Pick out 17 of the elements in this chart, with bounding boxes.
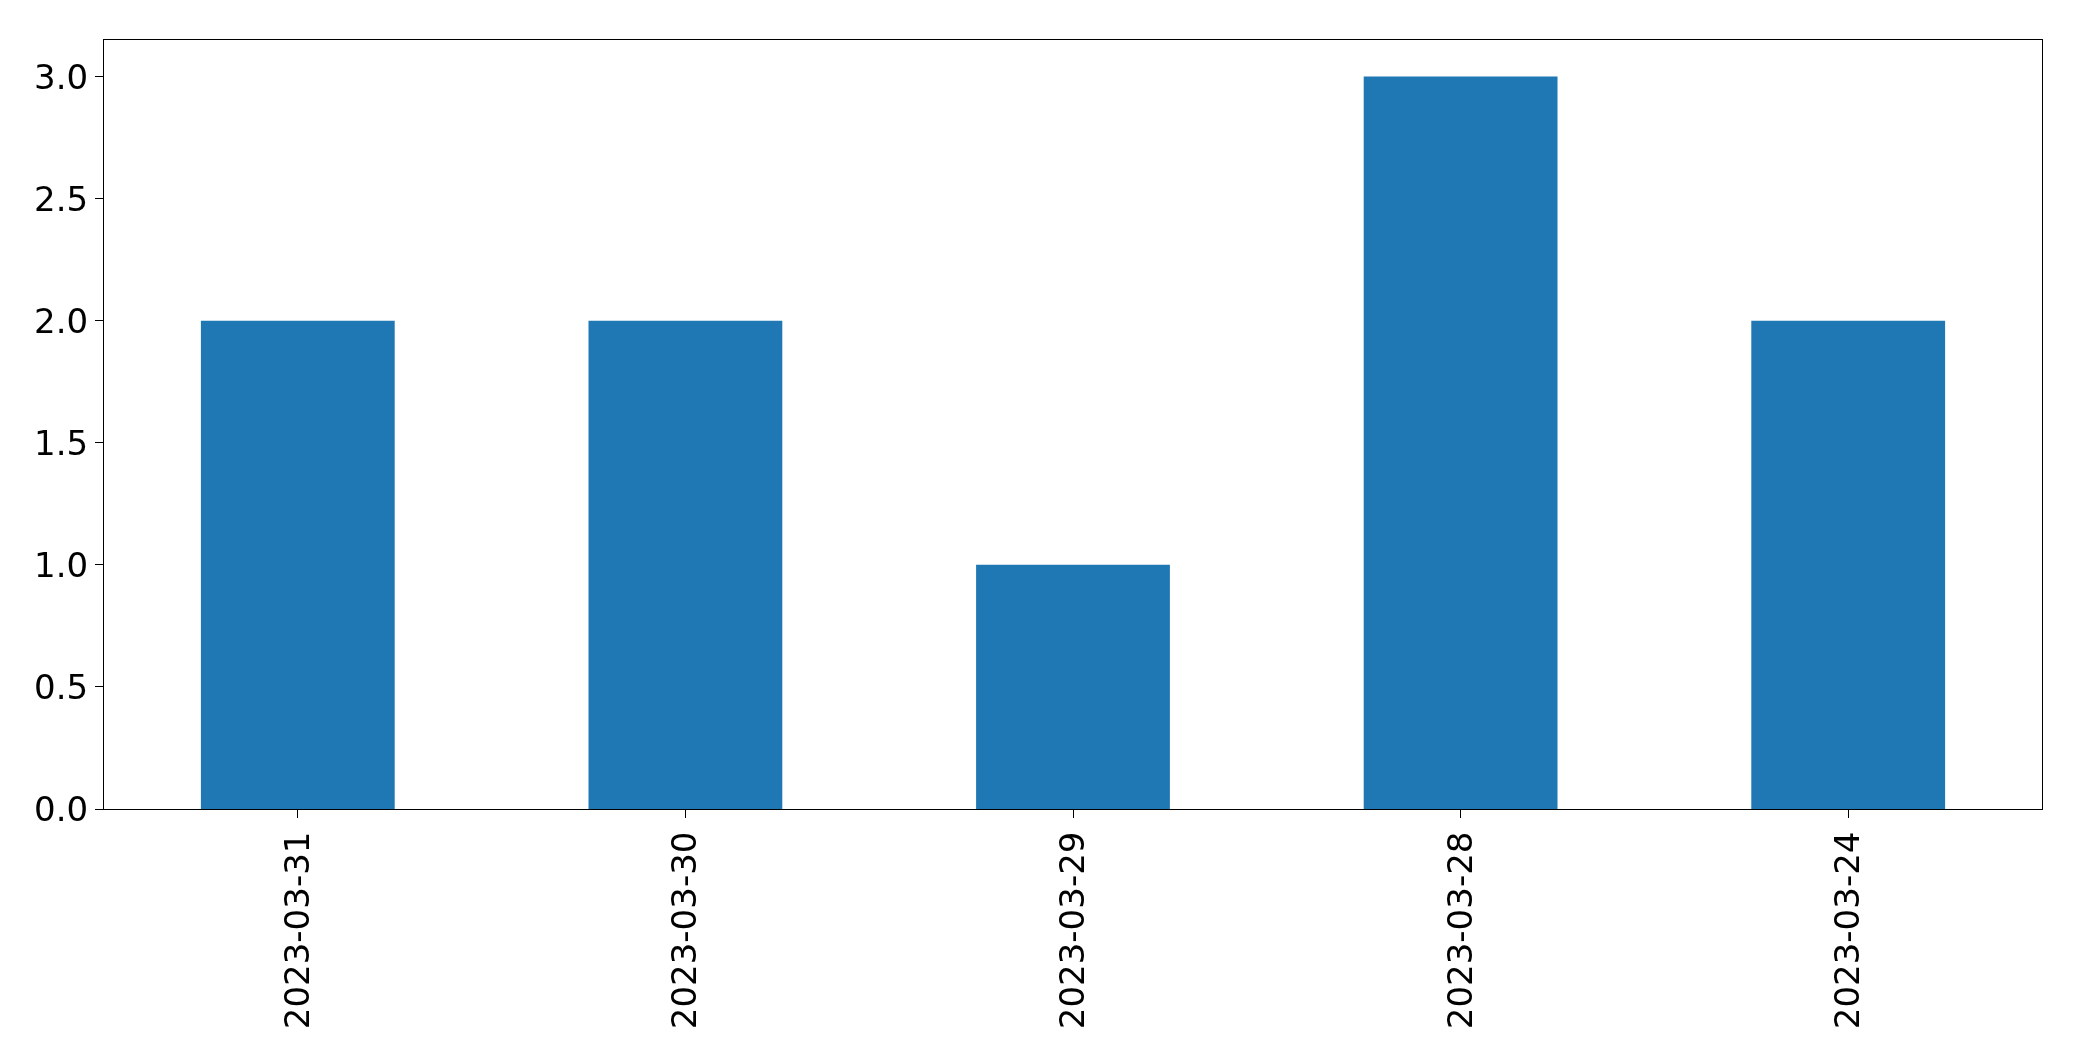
bar <box>200 320 395 809</box>
y-tick-label: 3.0 <box>34 56 89 97</box>
x-tick-label: 2023-03-28 <box>1439 831 1480 1030</box>
x-tick-label: 2023-03-24 <box>1827 831 1868 1030</box>
bar <box>976 564 1170 809</box>
y-tick-label: 2.5 <box>34 178 89 219</box>
y-tick-label: 1.5 <box>34 422 89 463</box>
y-tick-label: 0.5 <box>34 666 89 707</box>
bar <box>1751 320 1946 809</box>
y-tick-label: 1.0 <box>34 544 89 585</box>
y-tick-label: 2.0 <box>34 300 89 341</box>
x-tick-label: 2023-03-30 <box>664 831 705 1030</box>
bar <box>588 320 783 809</box>
x-tick-label: 2023-03-31 <box>276 831 317 1030</box>
x-tick-label: 2023-03-29 <box>1052 831 1093 1030</box>
bar <box>1363 76 1558 809</box>
y-tick-label: 0.0 <box>34 788 89 829</box>
